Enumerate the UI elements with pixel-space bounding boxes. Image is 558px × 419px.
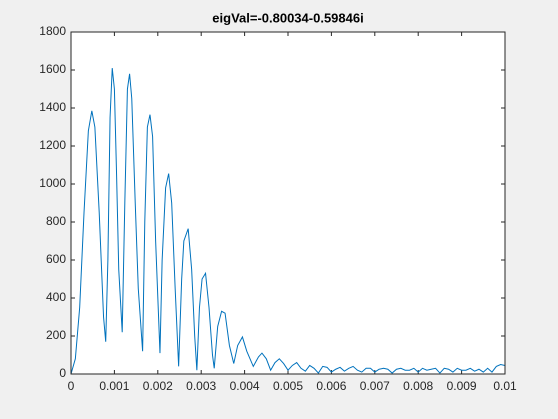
axes-box <box>70 31 506 375</box>
y-tick-label: 600 <box>46 252 66 266</box>
plot-area <box>71 32 505 374</box>
x-tick-label: 0.01 <box>493 379 517 393</box>
y-tick-label: 400 <box>46 290 66 304</box>
y-tick-label: 1000 <box>39 176 66 190</box>
y-tick-label: 200 <box>46 328 66 342</box>
y-tick-label: 1200 <box>39 138 66 152</box>
x-tick-label: 0.006 <box>316 379 346 393</box>
y-tick-label: 800 <box>46 214 66 228</box>
x-tick-label: 0.009 <box>447 379 477 393</box>
x-tick-label: 0.001 <box>99 379 129 393</box>
y-tick-label: 1600 <box>39 62 66 76</box>
data-line <box>70 68 506 375</box>
x-tick-label: 0.005 <box>273 379 303 393</box>
chart-title: eigVal=-0.80034-0.59846i <box>212 10 363 25</box>
x-tick-label: 0.008 <box>403 379 433 393</box>
x-tick-label: 0.004 <box>230 379 260 393</box>
x-tick-label: 0.003 <box>186 379 216 393</box>
y-tick-label: 1800 <box>39 24 66 38</box>
y-tick-label: 0 <box>59 366 66 380</box>
x-tick-label: 0.007 <box>360 379 390 393</box>
y-tick-label: 1400 <box>39 100 66 114</box>
x-tick-label: 0.002 <box>143 379 173 393</box>
x-tick-label: 0 <box>68 379 75 393</box>
